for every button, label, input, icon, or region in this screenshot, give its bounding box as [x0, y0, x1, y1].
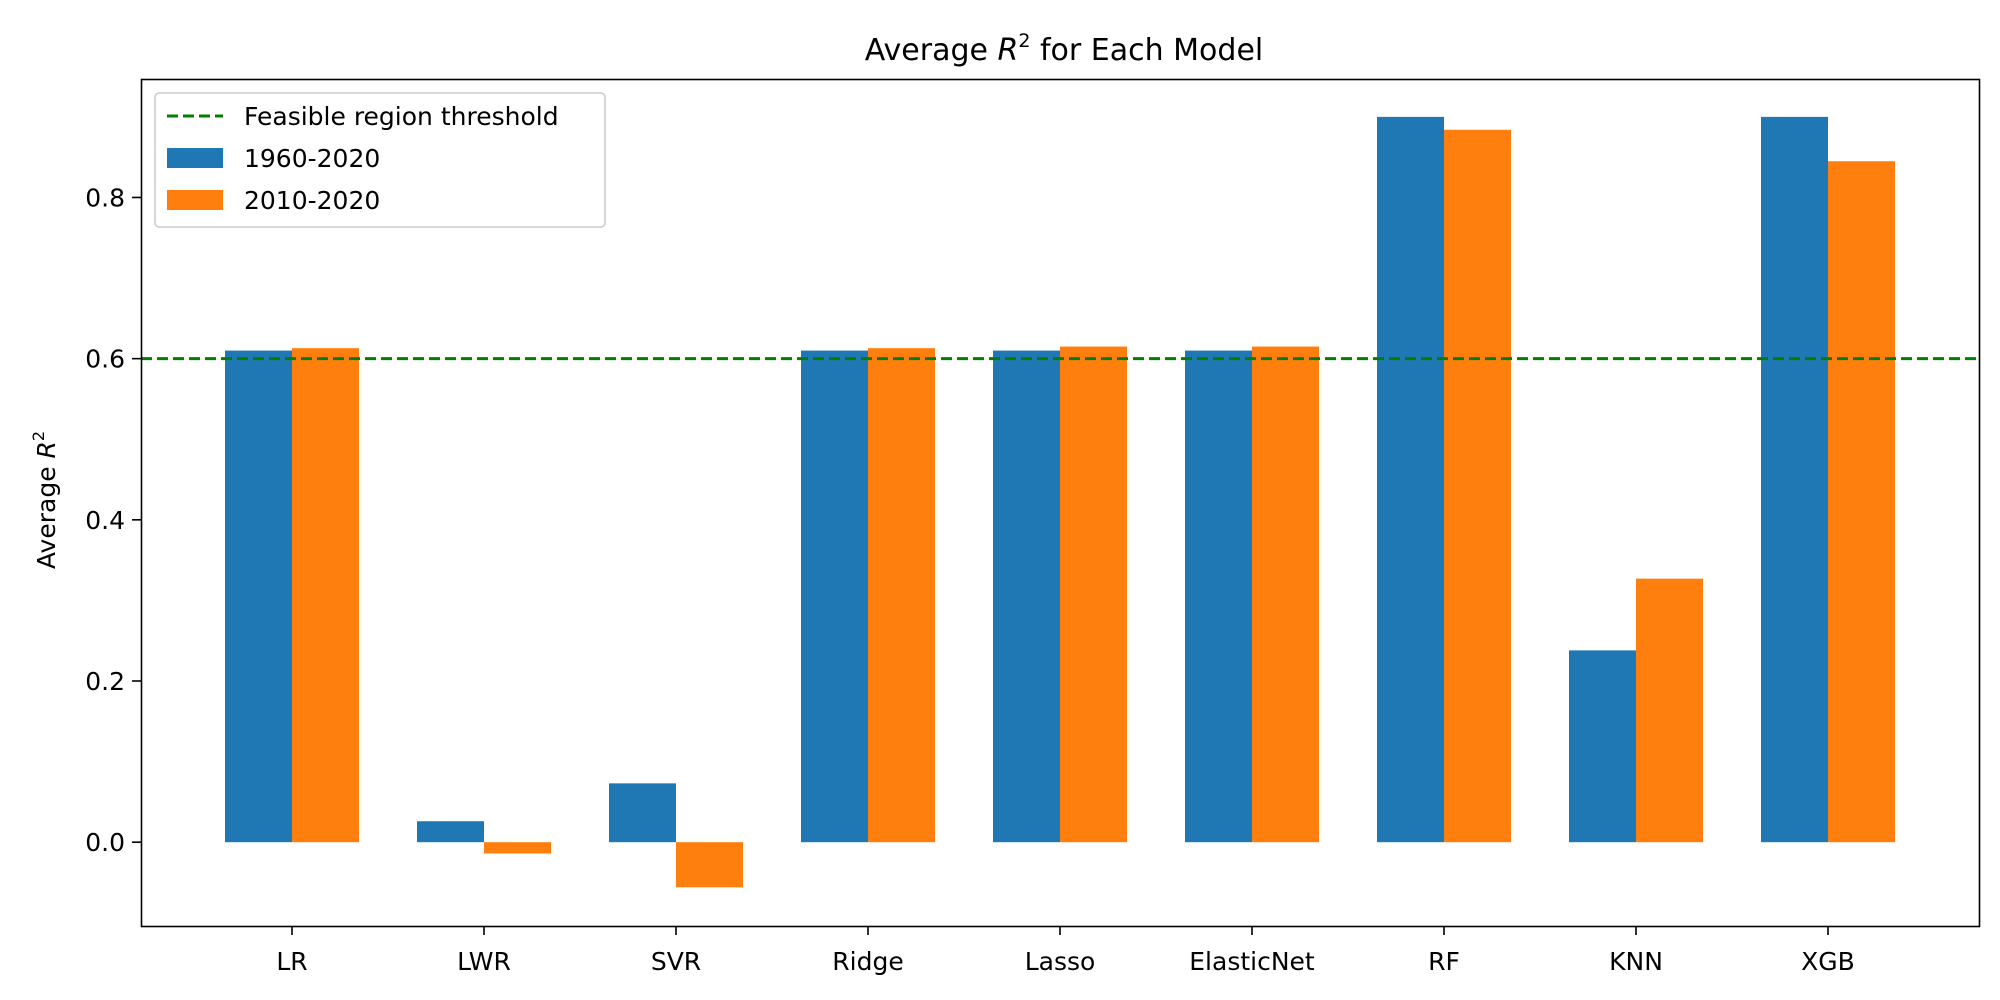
y-tick-label: 0.2	[85, 667, 125, 696]
bar-lasso-1960-2020	[993, 350, 1060, 843]
x-tick-label-lasso: Lasso	[1025, 947, 1096, 976]
legend-box	[154, 92, 606, 228]
bar-ridge-1960-2020	[801, 350, 868, 843]
y-tick-label: 0.0	[85, 828, 125, 857]
legend-swatch-1960-2020	[167, 148, 223, 168]
bar-knn-2010-2020	[1636, 578, 1703, 843]
y-tick-label: 0.4	[85, 506, 125, 535]
x-tick-label-ridge: Ridge	[832, 947, 903, 976]
bar-lwr-2010-2020	[484, 842, 551, 854]
x-tick-label-rf: RF	[1428, 947, 1460, 976]
x-tick-label-knn: KNN	[1609, 947, 1663, 976]
bar-lwr-1960-2020	[417, 821, 484, 843]
bar-rf-2010-2020	[1444, 129, 1511, 843]
legend-label-1960-2020: 1960-2020	[244, 144, 380, 173]
legend-label-threshold: Feasible region threshold	[244, 102, 559, 131]
y-tick-label: 0.8	[85, 183, 125, 212]
bar-elasticnet-1960-2020	[1185, 350, 1252, 843]
x-tick-label-xgb: XGB	[1801, 947, 1855, 976]
legend-swatch-2010-2020	[167, 190, 223, 210]
bars-layer	[225, 116, 1895, 888]
x-tick-label-lr: LR	[276, 947, 307, 976]
y-tick-label: 0.6	[85, 345, 125, 374]
chart-title: Average R2 for Each Model	[865, 30, 1263, 68]
plot-frame	[140, 78, 1981, 928]
bar-svr-2010-2020	[676, 842, 743, 888]
bar-rf-1960-2020	[1377, 116, 1444, 843]
y-axis-label: Average R2	[29, 431, 61, 569]
x-tick-label-svr: SVR	[651, 947, 701, 976]
legend-label-2010-2020: 2010-2020	[244, 186, 380, 215]
bar-elasticnet-2010-2020	[1252, 346, 1319, 843]
bar-ridge-2010-2020	[868, 348, 935, 843]
x-tick-label-lwr: LWR	[457, 947, 511, 976]
bar-svr-1960-2020	[609, 783, 676, 843]
bar-lr-1960-2020	[225, 350, 292, 843]
bar-lasso-2010-2020	[1060, 346, 1127, 843]
bar-lr-2010-2020	[292, 348, 359, 843]
bar-xgb-1960-2020	[1761, 116, 1828, 843]
x-tick-label-elasticnet: ElasticNet	[1189, 947, 1315, 976]
bar-xgb-2010-2020	[1828, 161, 1895, 843]
ticks-layer: 0.0 0.2 0.4 0.6 0.8 LR LWR SVR Ridge Lasso Elastic…	[85, 183, 1855, 976]
bar-knn-1960-2020	[1569, 650, 1636, 843]
legend: Feasible region threshold 1960-2020 2010…	[154, 92, 606, 228]
